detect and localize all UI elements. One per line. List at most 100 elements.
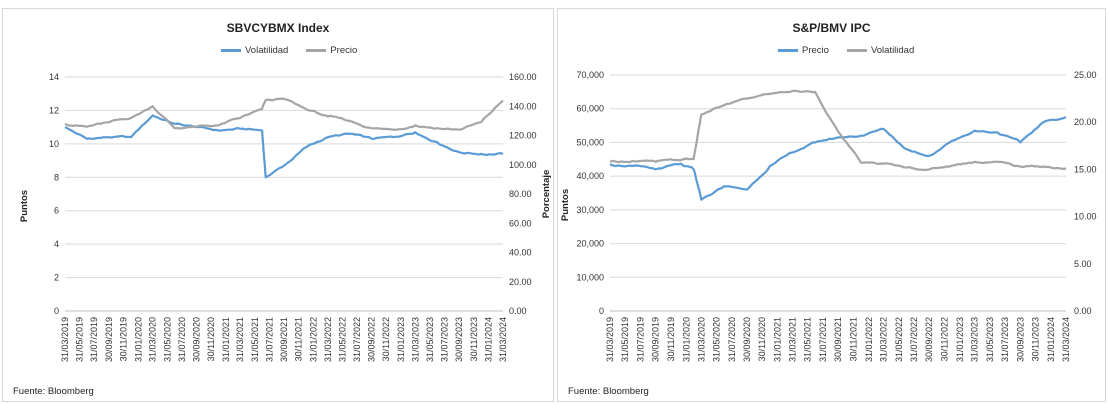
x-tick-label: 30/11/2021 bbox=[848, 317, 858, 361]
y-left-tick-label: 10 bbox=[49, 139, 59, 149]
x-tick-label: 30/09/2021 bbox=[833, 317, 843, 362]
x-tick-label: 31/07/2019 bbox=[635, 317, 645, 362]
x-tick-label: 31/07/2021 bbox=[818, 317, 828, 362]
y-right-tick-label: 0.00 bbox=[1074, 306, 1092, 316]
y-left-tick-label: 60,000 bbox=[576, 104, 604, 114]
x-tick-label: 31/05/2022 bbox=[894, 317, 904, 362]
y-right-tick-label: 160.00 bbox=[509, 72, 537, 82]
legend-item-precio: Precio bbox=[778, 45, 829, 56]
y-left-tick-label: 10,000 bbox=[576, 272, 604, 282]
x-tick-label: 30/09/2022 bbox=[924, 317, 934, 362]
y-left-axis-title: Puntos bbox=[560, 189, 571, 221]
x-tick-label: 31/03/2021 bbox=[235, 317, 245, 362]
y-left-tick-label: 70,000 bbox=[576, 70, 604, 80]
legend-label: Volatilidad bbox=[245, 45, 289, 56]
x-tick-label: 31/01/2020 bbox=[133, 317, 143, 362]
x-tick-label: 31/03/2020 bbox=[696, 317, 706, 362]
x-tick-label: 30/11/2022 bbox=[381, 317, 391, 361]
x-tick-label: 31/07/2021 bbox=[264, 317, 274, 362]
x-tick-label: 31/01/2024 bbox=[1046, 317, 1056, 362]
y-right-tick-label: 120.00 bbox=[509, 131, 537, 141]
legend-swatch-gray bbox=[306, 49, 327, 52]
y-left-axis-title: Puntos bbox=[19, 190, 30, 222]
y-right-tick-label: 100.00 bbox=[509, 160, 537, 170]
x-tick-label: 31/07/2019 bbox=[89, 317, 99, 362]
y-right-tick-label: 140.00 bbox=[509, 101, 537, 111]
legend-item-volatilidad: Volatilidad bbox=[846, 45, 915, 56]
y-left-tick-label: 6 bbox=[54, 206, 59, 216]
legend-item-precio: Precio bbox=[306, 45, 357, 56]
x-tick-label: 31/01/2021 bbox=[773, 317, 783, 362]
x-tick-label: 30/09/2023 bbox=[454, 317, 464, 362]
y-right-tick-label: 60.00 bbox=[509, 218, 532, 228]
x-tick-label: 30/11/2019 bbox=[118, 317, 128, 361]
legend-swatch-blue bbox=[778, 49, 798, 52]
legend-label: Precio bbox=[802, 45, 829, 56]
y-left-tick-label: 40,000 bbox=[576, 171, 604, 181]
legend-label: Volatilidad bbox=[870, 45, 915, 56]
y-left-tick-label: 12 bbox=[49, 105, 59, 115]
x-tick-label: 30/09/2021 bbox=[279, 317, 289, 362]
y-right-tick-label: 15.00 bbox=[1074, 164, 1097, 174]
x-tick-label: 31/01/2023 bbox=[955, 317, 965, 362]
x-tick-label: 31/03/2024 bbox=[498, 317, 508, 362]
x-tick-label: 31/07/2023 bbox=[440, 317, 450, 362]
legend-label: Precio bbox=[330, 45, 358, 56]
x-tick-label: 31/03/2023 bbox=[970, 317, 980, 362]
series-line-precio bbox=[609, 116, 1067, 201]
x-tick-label: 31/05/2023 bbox=[425, 317, 435, 362]
x-tick-label: 30/11/2020 bbox=[206, 317, 216, 361]
x-tick-label: 31/07/2020 bbox=[177, 317, 187, 362]
x-tick-label: 31/07/2020 bbox=[727, 317, 737, 362]
x-tick-label: 30/09/2020 bbox=[742, 317, 752, 362]
x-tick-label: 31/05/2020 bbox=[162, 317, 172, 362]
x-tick-label: 30/09/2023 bbox=[1015, 317, 1025, 362]
legend: Precio Volatilidad bbox=[778, 45, 914, 56]
y-left-tick-label: 50,000 bbox=[576, 137, 604, 147]
legend-swatch-gray bbox=[846, 49, 867, 52]
series-line-precio bbox=[64, 97, 504, 131]
source-note: Fuente: Bloomberg bbox=[568, 386, 649, 397]
y-right-tick-label: 10.00 bbox=[1074, 212, 1097, 222]
y-left-tick-label: 0 bbox=[54, 306, 59, 316]
x-tick-label: 31/05/2023 bbox=[985, 317, 995, 362]
x-tick-label: 30/09/2020 bbox=[192, 317, 202, 362]
x-tick-label: 31/05/2021 bbox=[803, 317, 813, 362]
x-tick-label: 31/05/2020 bbox=[712, 317, 722, 362]
y-right-tick-label: 80.00 bbox=[509, 189, 532, 199]
x-tick-label: 30/11/2019 bbox=[666, 317, 676, 361]
x-tick-label: 30/11/2021 bbox=[294, 317, 304, 361]
legend: Volatilidad Precio bbox=[221, 45, 357, 56]
x-tick-label: 31/01/2020 bbox=[681, 317, 691, 362]
y-left-tick-label: 20,000 bbox=[576, 239, 604, 249]
x-tick-label: 31/01/2024 bbox=[484, 317, 494, 362]
x-tick-label: 31/01/2023 bbox=[396, 317, 406, 362]
x-tick-label: 31/05/2022 bbox=[337, 317, 347, 362]
x-tick-label: 30/11/2022 bbox=[939, 317, 949, 361]
y-right-axis-title: Porcentaje bbox=[541, 170, 552, 219]
chart-title: S&P/BMV IPC bbox=[792, 21, 871, 35]
x-tick-label: 30/09/2019 bbox=[651, 317, 661, 362]
x-tick-label: 31/07/2022 bbox=[909, 317, 919, 362]
x-tick-label: 31/05/2021 bbox=[250, 317, 260, 362]
x-tick-label: 31/07/2023 bbox=[1000, 317, 1010, 362]
x-tick-label: 31/05/2019 bbox=[75, 317, 85, 362]
y-right-tick-label: 40.00 bbox=[509, 248, 532, 258]
legend-swatch-blue bbox=[221, 49, 241, 52]
y-right-tick-label: 25.00 bbox=[1074, 70, 1097, 80]
y-right-tick-label: 20.00 bbox=[1074, 117, 1097, 127]
chart-plot-left: 024681012140.0020.0040.0060.0080.00100.0… bbox=[19, 72, 552, 362]
x-tick-label: 31/07/2022 bbox=[352, 317, 362, 362]
x-tick-label: 31/03/2019 bbox=[605, 317, 615, 362]
series-line-volatilidad bbox=[609, 89, 1067, 171]
x-tick-label: 30/09/2022 bbox=[367, 317, 377, 362]
x-tick-label: 31/05/2019 bbox=[620, 317, 630, 362]
y-right-tick-label: 20.00 bbox=[509, 277, 532, 287]
y-left-tick-label: 4 bbox=[54, 239, 59, 249]
chart-panel-right: S&P/BMV IPC Precio Volatilidad 0 10,000 20… bbox=[557, 8, 1106, 402]
y-right-tick-label: 5.00 bbox=[1074, 259, 1092, 269]
x-tick-label: 31/03/2019 bbox=[60, 317, 70, 362]
chart-panel-left: SBVCYBMX Index Volatilidad Precio 0 2 4 6 8 1… bbox=[2, 8, 554, 402]
x-tick-label: 30/11/2023 bbox=[1031, 317, 1041, 361]
y-left-tick-label: 2 bbox=[54, 273, 59, 283]
